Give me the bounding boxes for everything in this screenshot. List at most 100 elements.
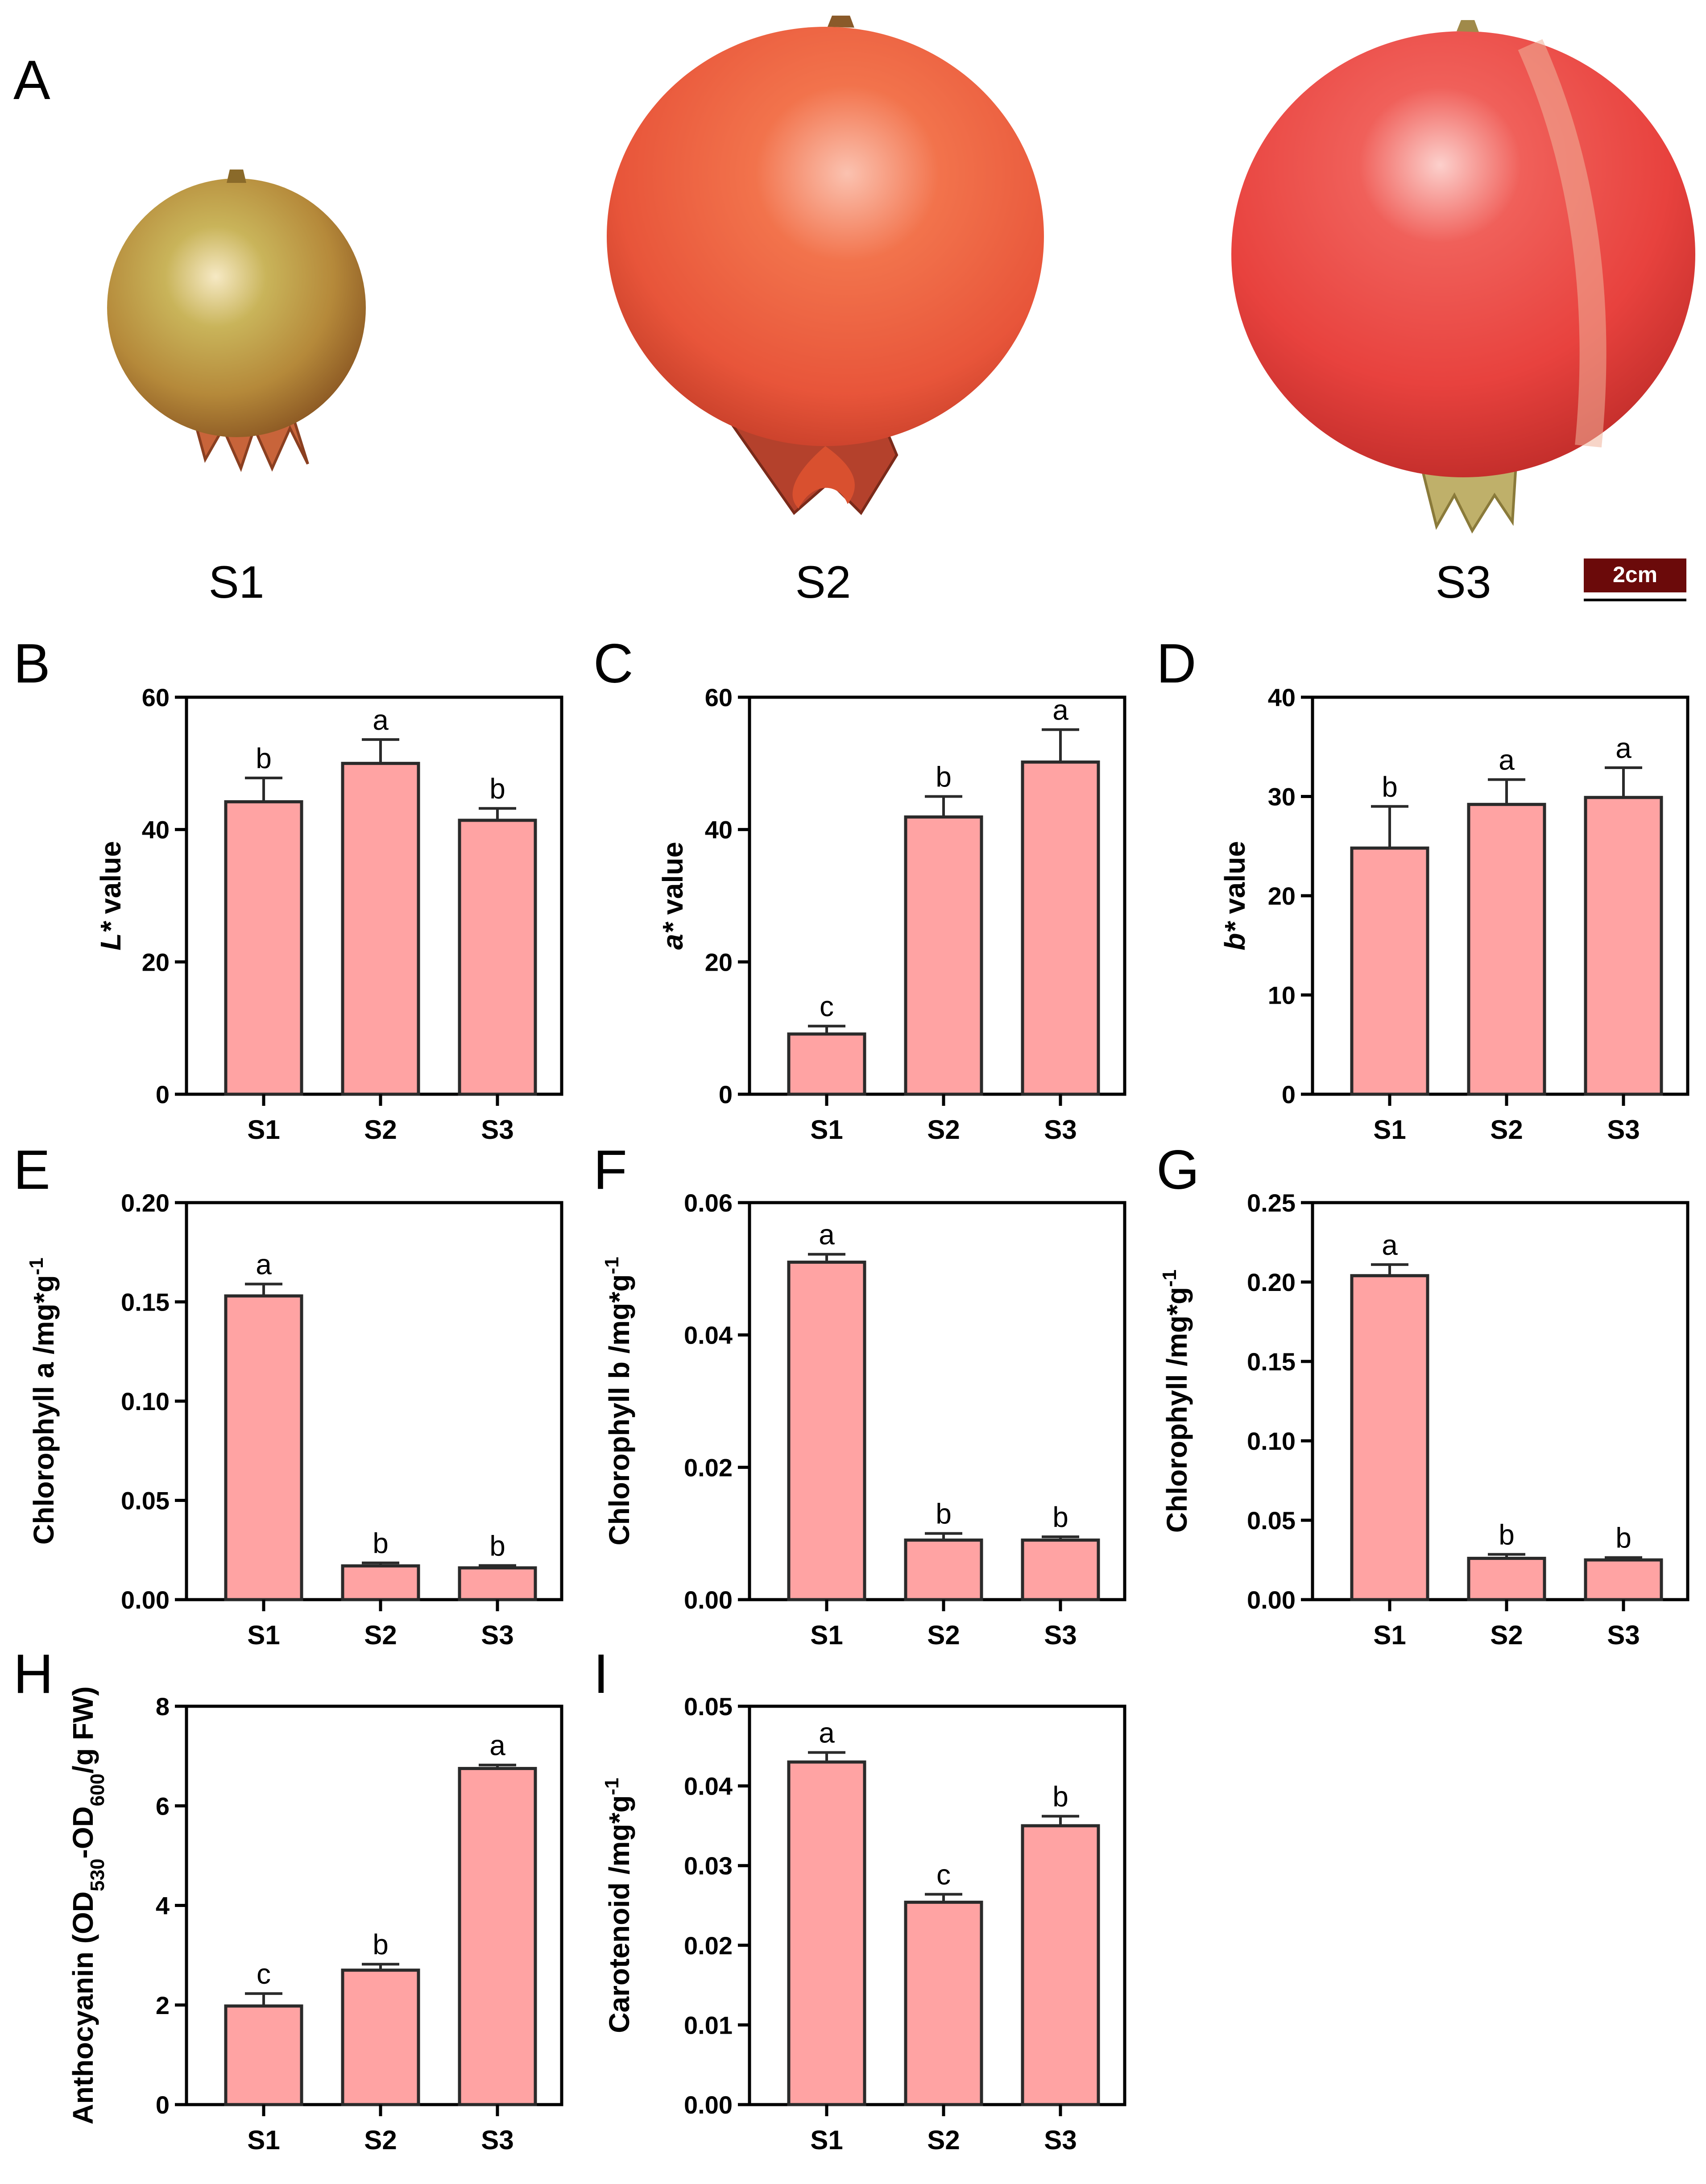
significance-label: b xyxy=(256,742,272,774)
y-tick-label: 0.05 xyxy=(1247,1506,1296,1535)
significance-label: b xyxy=(1499,1519,1515,1551)
y-tick-label: 0.10 xyxy=(121,1387,170,1415)
y-tick-label: 0.00 xyxy=(1247,1586,1296,1614)
x-tick-label: S3 xyxy=(1607,1620,1640,1650)
x-tick-label: S3 xyxy=(481,1115,513,1145)
fruit-label-s1: S1 xyxy=(209,557,265,608)
y-tick-label: 0.20 xyxy=(1247,1268,1296,1296)
x-tick-label: S2 xyxy=(1490,1115,1523,1145)
y-tick-label: 10 xyxy=(1268,981,1296,1009)
panel-letter-g: G xyxy=(1156,1139,1199,1201)
x-tick-label: S2 xyxy=(364,1115,397,1145)
y-tick-label: 60 xyxy=(142,683,170,711)
x-tick-label: S2 xyxy=(927,1620,960,1650)
bar-s2 xyxy=(1467,1556,1546,1601)
y-tick-label: 0.05 xyxy=(684,1692,733,1721)
fruit-s1 xyxy=(107,170,366,472)
y-tick-label: 0.04 xyxy=(684,1321,733,1349)
y-tick-label: 6 xyxy=(156,1792,170,1820)
bar-s3 xyxy=(458,819,537,1096)
x-tick-label: S1 xyxy=(247,1620,280,1650)
y-tick-label: 60 xyxy=(705,683,733,711)
x-tick-label: S1 xyxy=(247,1115,280,1145)
bar-s2 xyxy=(904,1539,983,1601)
x-tick-label: S3 xyxy=(481,2125,513,2155)
panel-letter-b: B xyxy=(13,633,50,695)
bar-s1 xyxy=(224,2004,303,2106)
significance-label: a xyxy=(1499,744,1515,776)
significance-label: b xyxy=(1052,1501,1068,1533)
y-tick-label: 20 xyxy=(1268,882,1296,910)
significance-label: a xyxy=(373,704,389,736)
x-tick-label: S3 xyxy=(1044,1115,1077,1145)
x-tick-label: S1 xyxy=(1373,1115,1406,1145)
bar-s3 xyxy=(1584,796,1663,1096)
y-tick-label: 0.15 xyxy=(1247,1348,1296,1376)
y-tick-label: 0.06 xyxy=(684,1189,733,1217)
significance-label: a xyxy=(819,1219,835,1251)
significance-label: b xyxy=(373,1527,389,1559)
y-tick-label: 0 xyxy=(156,2091,170,2119)
bar-s1 xyxy=(1350,1274,1429,1601)
bar-s2 xyxy=(341,761,420,1096)
significance-label: a xyxy=(1382,1229,1398,1261)
y-tick-label: 20 xyxy=(142,948,170,976)
panel-letter-c: C xyxy=(593,633,634,695)
x-tick-label: S1 xyxy=(810,1115,843,1145)
y-tick-label: 40 xyxy=(705,816,733,844)
bar-s2 xyxy=(904,815,983,1096)
bar-s2 xyxy=(341,1969,420,2106)
significance-label: b xyxy=(489,773,505,805)
bar-s2 xyxy=(341,1564,420,1601)
significance-label: b xyxy=(1052,1780,1068,1812)
x-tick-label: S1 xyxy=(810,2125,843,2155)
x-tick-label: S3 xyxy=(1044,2125,1077,2155)
y-axis-label: b* value xyxy=(1219,841,1251,950)
significance-label: c xyxy=(257,1958,271,1990)
y-tick-label: 0.05 xyxy=(121,1487,170,1515)
x-tick-label: S1 xyxy=(1373,1620,1406,1650)
bar-s3 xyxy=(1584,1558,1663,1601)
y-tick-label: 20 xyxy=(705,948,733,976)
significance-label: a xyxy=(256,1248,272,1280)
chart-panel-b: B 0 20 40 60 b S1 a S2 b S3 L* value xyxy=(13,633,563,1145)
y-tick-label: 0.03 xyxy=(684,1852,733,1880)
significance-label: b xyxy=(1615,1522,1631,1554)
significance-label: b xyxy=(1382,771,1398,803)
fruit-s2 xyxy=(607,16,1044,515)
x-tick-label: S3 xyxy=(1607,1115,1640,1145)
x-tick-label: S2 xyxy=(1490,1620,1523,1650)
scale-bar: 2cm xyxy=(1584,558,1686,601)
bar-s3 xyxy=(1021,760,1100,1096)
bar-s3 xyxy=(458,1566,537,1601)
chart-panel-i: I 0.00 0.01 0.02 0.03 0.04 0.05 a S1 c S2 b S3 Carote… xyxy=(593,1643,1126,2155)
chart-panel-c: C 0 20 40 60 c S1 b S2 a S3 a* value xyxy=(593,633,1126,1145)
photo-panel: A S1 S2 S3 2cm xyxy=(13,16,1695,608)
chart-panel-g: G 0.00 0.05 0.10 0.15 0.20 0.25 a S1 b S2 b S3 Chloro… xyxy=(1156,1139,1689,1650)
panel-letter-i: I xyxy=(593,1643,609,1705)
y-axis-label: Chlorophyll /mg*g-1 xyxy=(1159,1270,1193,1533)
significance-label: a xyxy=(819,1717,835,1749)
y-tick-label: 40 xyxy=(142,816,170,844)
significance-label: a xyxy=(489,1729,505,1762)
y-tick-label: 0.04 xyxy=(684,1772,733,1800)
y-tick-label: 8 xyxy=(156,1692,170,1721)
y-tick-label: 0.25 xyxy=(1247,1189,1296,1217)
significance-label: a xyxy=(1052,694,1068,726)
y-tick-label: 0.02 xyxy=(684,1453,733,1481)
y-tick-label: 0.15 xyxy=(121,1288,170,1316)
y-tick-label: 0.00 xyxy=(121,1586,170,1614)
significance-label: a xyxy=(1615,732,1631,764)
chart-panel-f: F 0.00 0.02 0.04 0.06 a S1 b S2 b S3 Chlorophyll b … xyxy=(593,1139,1126,1650)
fruit-s3 xyxy=(1231,20,1695,534)
y-tick-label: 0.20 xyxy=(121,1189,170,1217)
bar-s1 xyxy=(1350,846,1429,1096)
bar-s1 xyxy=(224,800,303,1096)
y-tick-label: 0.01 xyxy=(684,2011,733,2039)
x-tick-label: S1 xyxy=(810,1620,843,1650)
bar-s3 xyxy=(1021,1824,1100,2106)
panel-letter-d: D xyxy=(1156,633,1197,695)
bar-s2 xyxy=(1467,802,1546,1096)
bar-s1 xyxy=(224,1294,303,1601)
